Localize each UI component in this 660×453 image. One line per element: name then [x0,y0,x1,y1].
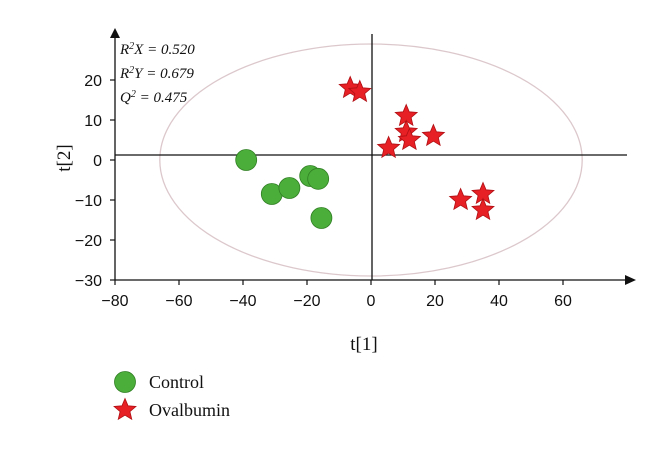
legend: Control Ovalbumin [113,371,230,421]
x-tick-label: −60 [165,293,192,310]
x-tick-label: 60 [554,293,572,310]
x-tick-label: 20 [426,293,444,310]
x-axis-arrow [625,275,636,285]
y-tick-label: −20 [75,233,102,250]
legend-control-marker [114,371,136,393]
stat-annotation: Q2 = 0.475 [120,89,188,107]
ovalbumin-point [448,187,473,211]
y-axis-arrow [110,28,120,38]
legend-ovalbumin-label: Ovalbumin [149,400,230,420]
x-tick-label: −40 [229,293,256,310]
legend-ovalbumin-marker [113,397,137,421]
ovalbumin-point [421,123,446,147]
x-axis-title: t[1] [350,334,377,355]
control-point [278,177,301,199]
control-point [235,149,258,171]
legend-control-label: Control [149,372,204,392]
ovalbumin-point [397,127,422,151]
y-tick-label: −10 [75,193,102,210]
y-tick-label: 20 [84,73,102,90]
x-tick-label: 40 [490,293,508,310]
ovalbumin-point [376,135,401,159]
x-tick-label: −80 [101,293,128,310]
ovalbumin-point [347,79,372,103]
control-point [307,167,330,190]
confidence-ellipse [159,43,583,277]
y-tick-label: 10 [84,113,102,130]
control-point [310,207,333,229]
y-tick-label: −30 [75,273,102,290]
ovalbumin-point [471,197,495,221]
stat-annotation: R2X = 0.520 [119,41,195,59]
x-tick-label: 0 [367,293,376,310]
stat-annotation: R2Y = 0.679 [119,65,194,83]
y-tick-label: 0 [93,153,102,170]
y-axis-title: t[2] [54,144,75,171]
x-tick-label: −20 [293,293,320,310]
